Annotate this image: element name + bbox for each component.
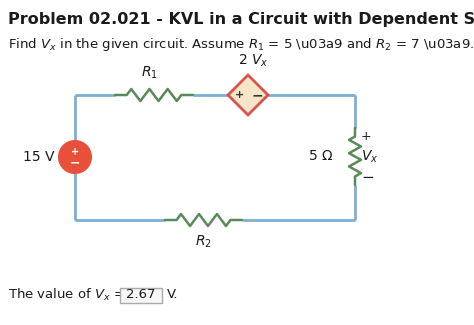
Text: 2.67: 2.67	[126, 289, 156, 302]
Polygon shape	[228, 75, 268, 115]
Text: +: +	[71, 147, 79, 157]
Text: +: +	[236, 90, 245, 100]
Text: 5 $\Omega$: 5 $\Omega$	[308, 150, 333, 163]
FancyBboxPatch shape	[120, 288, 162, 303]
Text: +: +	[361, 129, 372, 142]
Text: −: −	[251, 88, 263, 102]
Text: Problem 02.021 - KVL in a Circuit with Dependent Source: Problem 02.021 - KVL in a Circuit with D…	[8, 12, 474, 27]
Text: −: −	[361, 170, 374, 185]
Circle shape	[59, 141, 91, 173]
Text: $V_x$: $V_x$	[361, 148, 378, 165]
Text: −: −	[70, 157, 80, 170]
Text: V.: V.	[167, 289, 179, 302]
Text: The value of $V_x$ =: The value of $V_x$ =	[8, 287, 127, 303]
Text: $R_2$: $R_2$	[195, 234, 212, 250]
Text: Find $V_x$ in the given circuit. Assume $R_1$ = 5 \u03a9 and $R_2$ = 7 \u03a9.: Find $V_x$ in the given circuit. Assume …	[8, 36, 474, 53]
Text: 15 V: 15 V	[24, 150, 55, 164]
Text: $R_1$: $R_1$	[141, 65, 157, 81]
Text: 2 $V_x$: 2 $V_x$	[237, 53, 268, 69]
